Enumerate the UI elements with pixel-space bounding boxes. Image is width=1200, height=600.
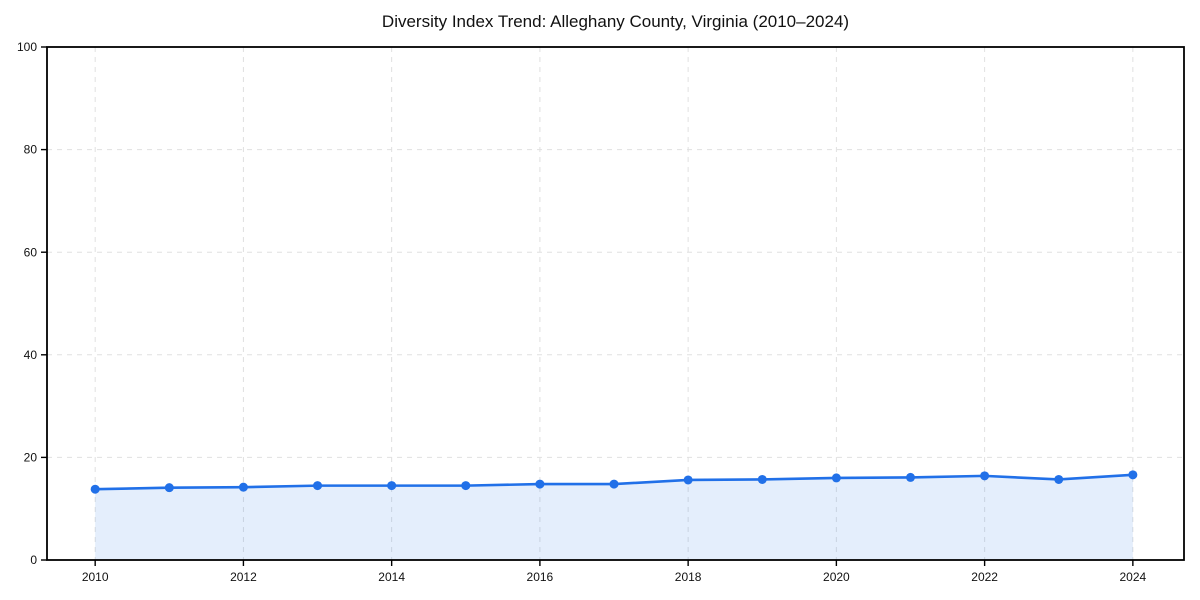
- data-point-marker: [757, 474, 767, 484]
- x-tick-label: 2012: [230, 570, 257, 584]
- area-fill: [95, 474, 1133, 560]
- data-point-marker: [905, 472, 915, 482]
- data-point-marker: [831, 473, 841, 483]
- y-tick-label: 60: [24, 245, 38, 259]
- data-point-marker: [387, 481, 397, 491]
- x-tick-label: 2014: [378, 570, 405, 584]
- x-tick-label: 2010: [82, 570, 109, 584]
- y-tick-label: 20: [24, 451, 38, 465]
- y-tick-label: 80: [24, 143, 38, 157]
- data-point-marker: [164, 483, 174, 493]
- data-point-marker: [683, 475, 693, 485]
- y-tick-label: 100: [17, 40, 37, 54]
- data-point-marker: [980, 471, 990, 481]
- plot-border: [46, 46, 1185, 561]
- x-tick-label: 2016: [527, 570, 554, 584]
- x-tick-label: 2024: [1120, 570, 1147, 584]
- data-point-marker: [1128, 470, 1138, 480]
- chart-title: Diversity Index Trend: Alleghany County,…: [381, 12, 850, 31]
- data-point-marker: [461, 481, 471, 491]
- data-point-marker: [1054, 474, 1064, 484]
- data-point-marker: [609, 479, 619, 489]
- data-point-marker: [90, 484, 100, 494]
- x-tick-label: 2020: [823, 570, 850, 584]
- x-tick-label: 2022: [971, 570, 998, 584]
- data-point-marker: [238, 482, 248, 492]
- data-point-marker: [535, 479, 545, 489]
- x-tick-label: 2018: [675, 570, 702, 584]
- y-tick-label: 0: [30, 553, 37, 567]
- y-tick-label: 40: [24, 348, 38, 362]
- data-point-marker: [313, 481, 323, 491]
